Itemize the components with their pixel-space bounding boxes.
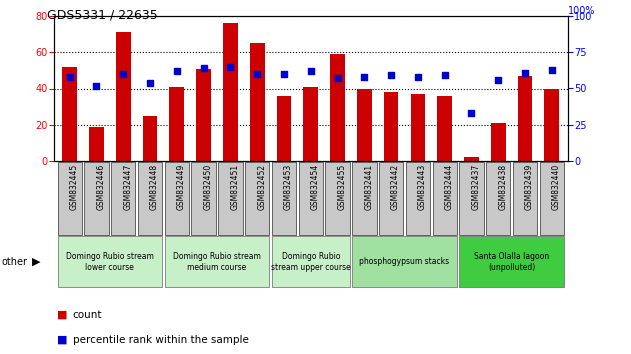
Bar bbox=[411, 94, 425, 161]
FancyBboxPatch shape bbox=[272, 236, 350, 287]
Bar bbox=[384, 92, 399, 161]
FancyBboxPatch shape bbox=[540, 162, 564, 235]
Text: GSM832439: GSM832439 bbox=[525, 164, 534, 210]
Text: 100%: 100% bbox=[568, 6, 596, 16]
Bar bbox=[223, 23, 238, 161]
Text: GSM832445: GSM832445 bbox=[69, 164, 79, 210]
Text: GDS5331 / 22635: GDS5331 / 22635 bbox=[47, 9, 158, 22]
Point bbox=[145, 80, 155, 86]
Point bbox=[520, 70, 530, 75]
Text: ■: ■ bbox=[57, 310, 68, 320]
FancyBboxPatch shape bbox=[486, 162, 510, 235]
FancyBboxPatch shape bbox=[513, 162, 537, 235]
Text: GSM832440: GSM832440 bbox=[552, 164, 561, 210]
Text: GSM832448: GSM832448 bbox=[150, 164, 159, 210]
FancyBboxPatch shape bbox=[379, 162, 403, 235]
Point bbox=[305, 68, 316, 74]
Point bbox=[359, 74, 369, 80]
Point bbox=[333, 75, 343, 81]
Point bbox=[118, 71, 128, 77]
FancyBboxPatch shape bbox=[298, 162, 323, 235]
FancyBboxPatch shape bbox=[352, 162, 377, 235]
Point bbox=[225, 64, 235, 69]
Point bbox=[547, 67, 557, 73]
Text: GSM832438: GSM832438 bbox=[498, 164, 507, 210]
Bar bbox=[62, 67, 77, 161]
Bar bbox=[250, 43, 264, 161]
FancyBboxPatch shape bbox=[85, 162, 109, 235]
Bar bbox=[276, 96, 292, 161]
Bar bbox=[464, 158, 479, 161]
Text: GSM832437: GSM832437 bbox=[471, 164, 480, 210]
FancyBboxPatch shape bbox=[165, 236, 269, 287]
FancyBboxPatch shape bbox=[57, 162, 82, 235]
Text: Domingo Rubio stream
medium course: Domingo Rubio stream medium course bbox=[173, 252, 261, 272]
Text: ▶: ▶ bbox=[32, 257, 40, 267]
Point bbox=[493, 77, 504, 82]
Point bbox=[440, 73, 450, 78]
Text: Domingo Rubio stream
lower course: Domingo Rubio stream lower course bbox=[66, 252, 154, 272]
Text: GSM832450: GSM832450 bbox=[204, 164, 213, 210]
Text: percentile rank within the sample: percentile rank within the sample bbox=[73, 335, 249, 345]
Point bbox=[64, 74, 74, 80]
Text: GSM832441: GSM832441 bbox=[364, 164, 374, 210]
Bar bbox=[170, 87, 184, 161]
FancyBboxPatch shape bbox=[459, 236, 564, 287]
FancyBboxPatch shape bbox=[326, 162, 350, 235]
FancyBboxPatch shape bbox=[352, 236, 457, 287]
Point bbox=[199, 65, 209, 71]
Bar bbox=[196, 69, 211, 161]
FancyBboxPatch shape bbox=[57, 236, 162, 287]
Text: GSM832451: GSM832451 bbox=[230, 164, 239, 210]
Text: Santa Olalla lagoon
(unpolluted): Santa Olalla lagoon (unpolluted) bbox=[474, 252, 549, 272]
Point bbox=[386, 73, 396, 78]
FancyBboxPatch shape bbox=[432, 162, 457, 235]
Text: GSM832449: GSM832449 bbox=[177, 164, 186, 210]
Text: GSM832454: GSM832454 bbox=[310, 164, 320, 210]
FancyBboxPatch shape bbox=[138, 162, 162, 235]
FancyBboxPatch shape bbox=[165, 162, 189, 235]
Text: GSM832443: GSM832443 bbox=[418, 164, 427, 210]
Bar bbox=[116, 32, 131, 161]
Text: count: count bbox=[73, 310, 102, 320]
Point bbox=[279, 71, 289, 77]
Point bbox=[172, 68, 182, 74]
FancyBboxPatch shape bbox=[111, 162, 136, 235]
FancyBboxPatch shape bbox=[406, 162, 430, 235]
FancyBboxPatch shape bbox=[191, 162, 216, 235]
Bar bbox=[517, 76, 533, 161]
Text: GSM832442: GSM832442 bbox=[391, 164, 400, 210]
FancyBboxPatch shape bbox=[272, 162, 296, 235]
FancyBboxPatch shape bbox=[245, 162, 269, 235]
Bar bbox=[143, 116, 157, 161]
Bar bbox=[545, 88, 559, 161]
Bar bbox=[357, 88, 372, 161]
Text: GSM832447: GSM832447 bbox=[123, 164, 133, 210]
Point bbox=[466, 110, 476, 116]
Text: GSM832444: GSM832444 bbox=[445, 164, 454, 210]
Bar bbox=[491, 123, 505, 161]
Bar bbox=[437, 96, 452, 161]
Text: GSM832453: GSM832453 bbox=[284, 164, 293, 210]
Point bbox=[91, 83, 102, 88]
FancyBboxPatch shape bbox=[218, 162, 242, 235]
Text: ■: ■ bbox=[57, 335, 68, 345]
Text: GSM832455: GSM832455 bbox=[338, 164, 346, 210]
Text: GSM832452: GSM832452 bbox=[257, 164, 266, 210]
FancyBboxPatch shape bbox=[459, 162, 484, 235]
Text: other: other bbox=[1, 257, 27, 267]
Text: GSM832446: GSM832446 bbox=[97, 164, 105, 210]
Bar bbox=[89, 127, 104, 161]
Bar bbox=[330, 54, 345, 161]
Text: Domingo Rubio
stream upper course: Domingo Rubio stream upper course bbox=[271, 252, 351, 272]
Point bbox=[413, 74, 423, 80]
Point bbox=[252, 71, 262, 77]
Text: phosphogypsum stacks: phosphogypsum stacks bbox=[360, 257, 449, 267]
Bar bbox=[304, 87, 318, 161]
